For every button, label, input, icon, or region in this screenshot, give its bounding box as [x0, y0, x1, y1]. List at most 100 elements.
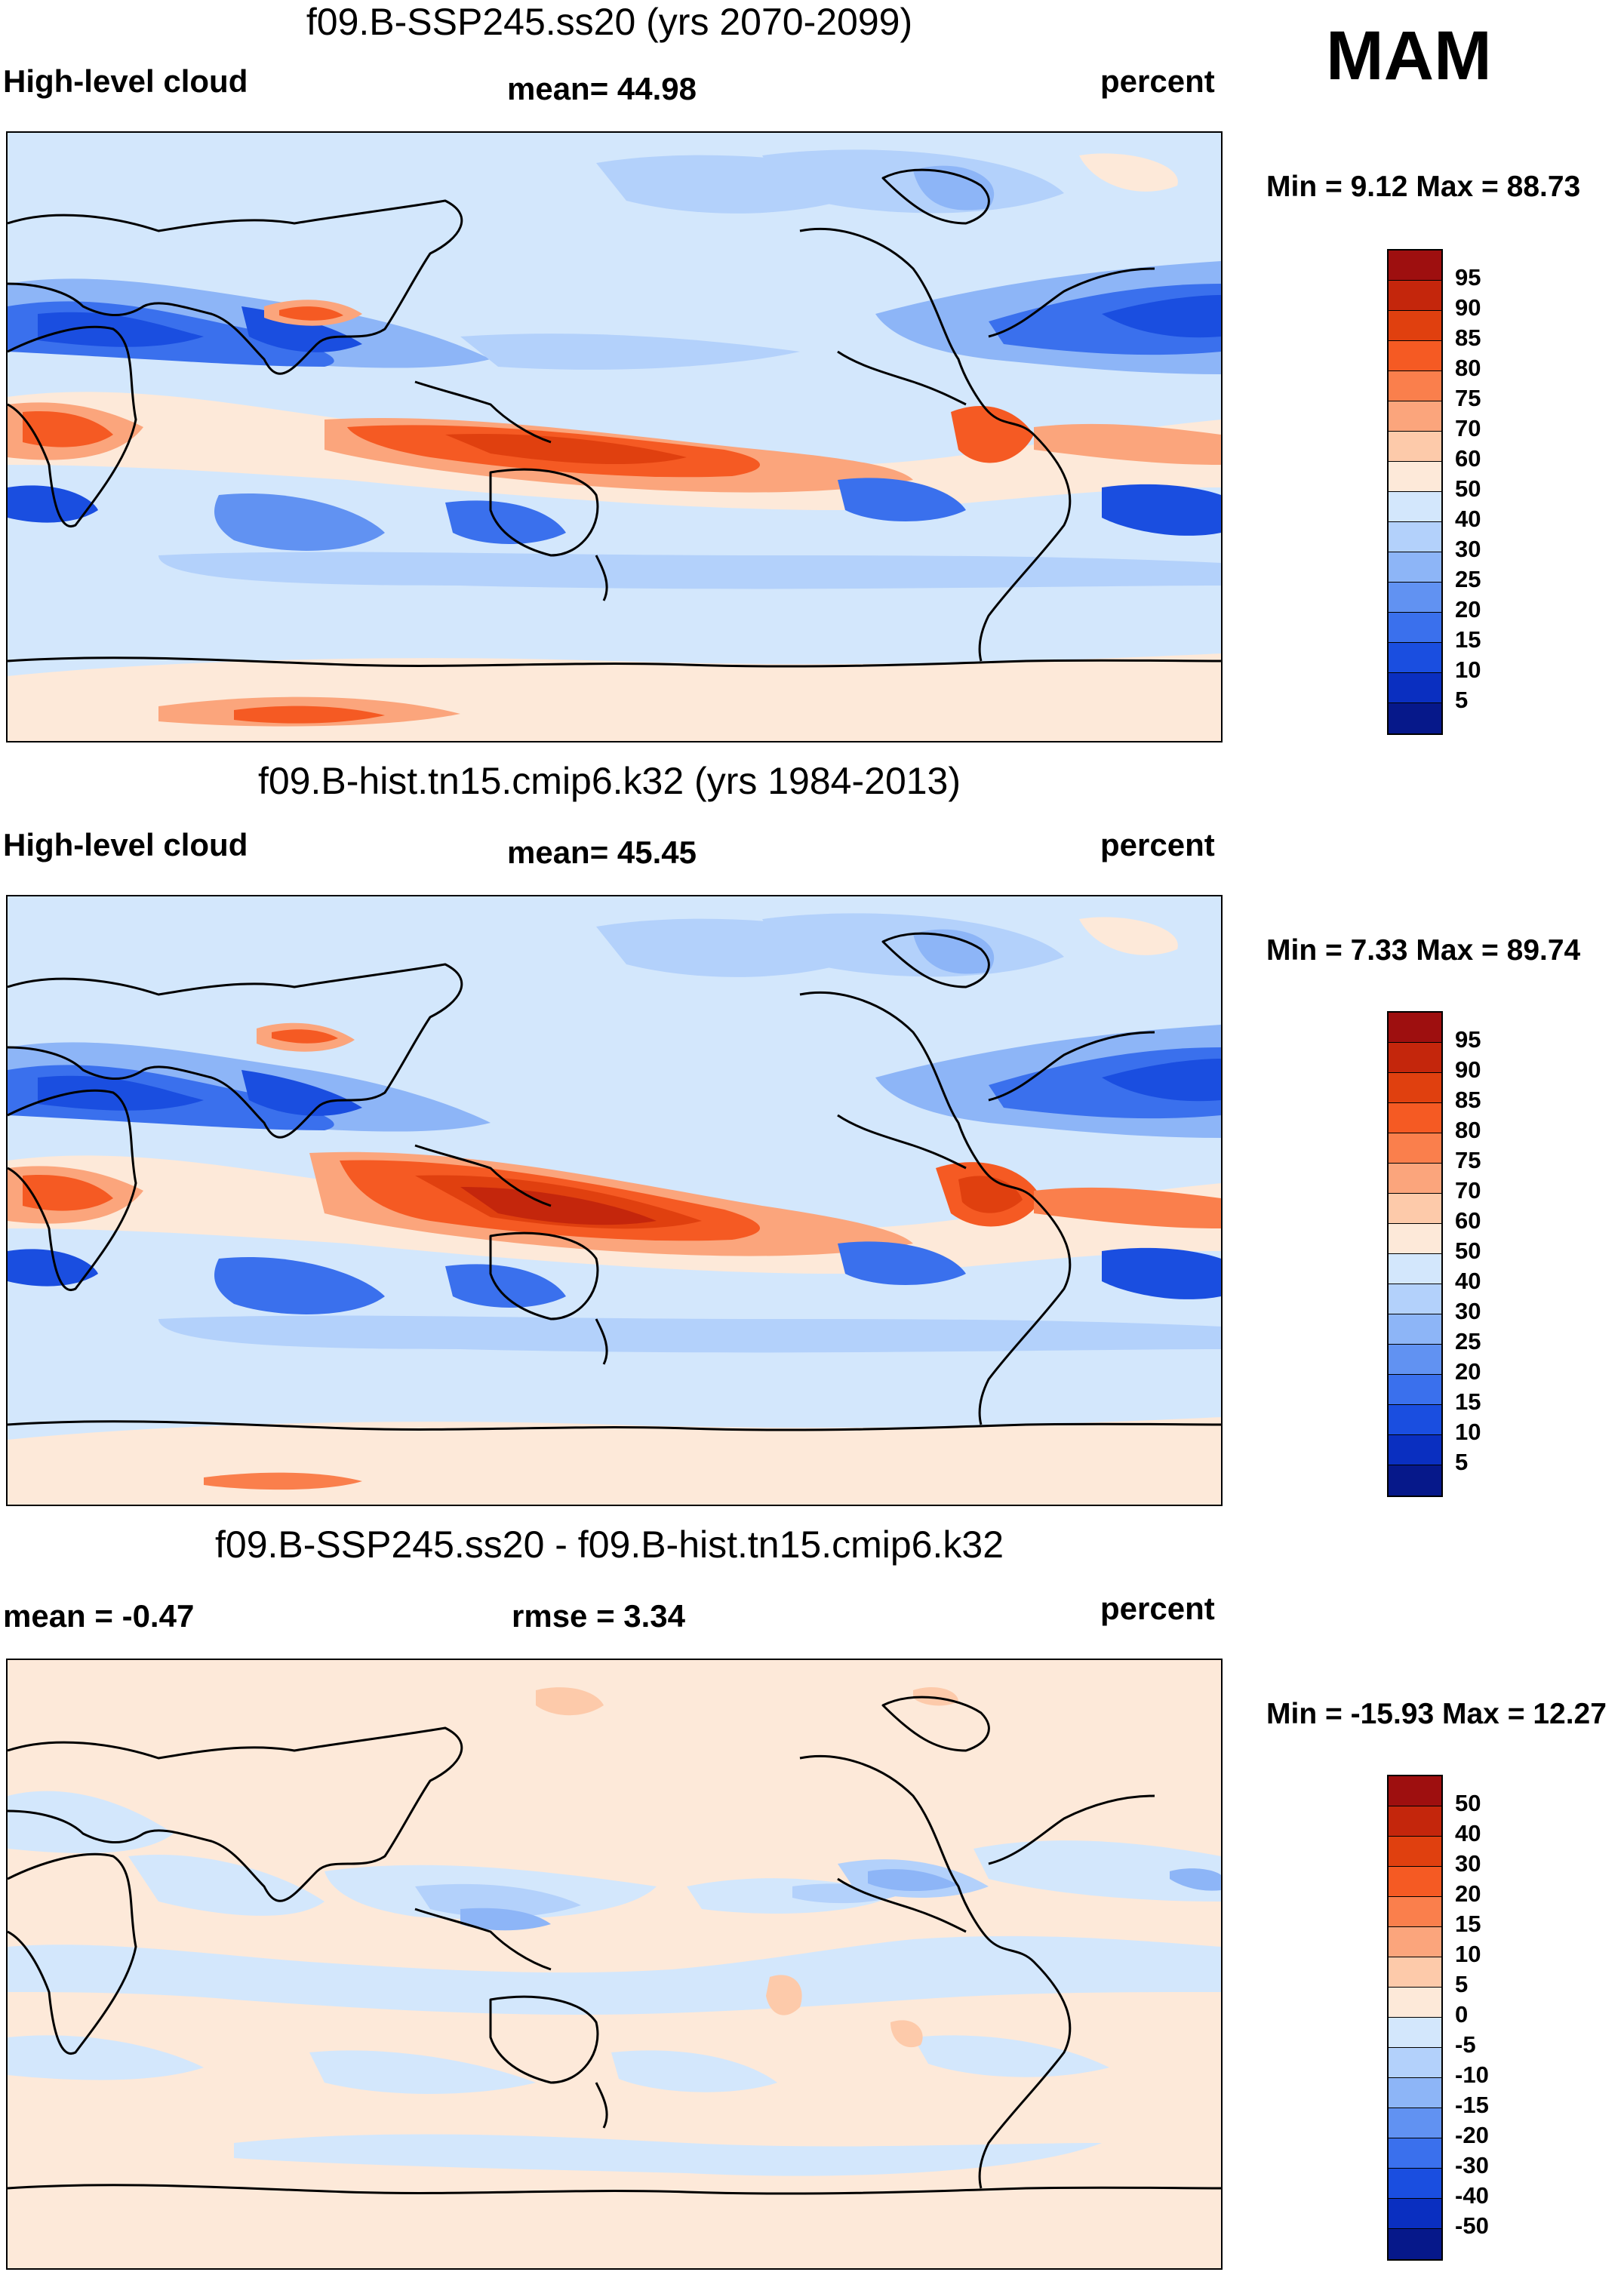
colorbar-tick-label: -50 — [1455, 2212, 1489, 2239]
colorbar-tick-label: 10 — [1455, 1941, 1481, 1967]
panel3-colorbar — [1387, 1775, 1443, 2261]
panel3-colorbar-swatch — [1389, 2169, 1441, 2199]
panel1-colorbar-swatch — [1389, 613, 1441, 643]
panel1-title: f09.B-SSP245.ss20 (yrs 2070-2099) — [306, 1, 913, 43]
colorbar-tick-label: 70 — [1455, 415, 1481, 441]
colorbar-tick-label: 60 — [1455, 445, 1481, 472]
panel3-colorbar-swatch — [1389, 2078, 1441, 2108]
colorbar-tick-label: -15 — [1455, 2092, 1489, 2118]
panel2-title: f09.B-hist.tn15.cmip6.k32 (yrs 1984-2013… — [257, 760, 961, 802]
colorbar-tick-label: 95 — [1455, 1026, 1481, 1053]
colorbar-tick-label: 15 — [1455, 1911, 1481, 1937]
season-label: MAM — [1326, 17, 1492, 94]
panel1-minmax: Min = 9.12 Max = 88.73 — [1266, 171, 1581, 203]
colorbar-tick-label: 20 — [1455, 1358, 1481, 1385]
colorbar-tick-label: 50 — [1455, 1237, 1481, 1264]
colorbar-tick-label: 60 — [1455, 1207, 1481, 1234]
panel3-title: f09.B-SSP245.ss20 - f09.B-hist.tn15.cmip… — [215, 1523, 1004, 1566]
colorbar-tick-label: 95 — [1455, 264, 1481, 291]
panel1-colorbar-swatch — [1389, 673, 1441, 703]
colorbar-tick-label: 75 — [1455, 1147, 1481, 1173]
panel2-colorbar — [1387, 1011, 1443, 1497]
colorbar-tick-label: 30 — [1455, 536, 1481, 562]
panel1-colorbar-swatch — [1389, 583, 1441, 613]
panel2-colorbar-swatch — [1389, 1345, 1441, 1375]
panel3-units-label: percent — [1100, 1591, 1215, 1626]
panel2-colorbar-swatch — [1389, 1435, 1441, 1465]
colorbar-tick-label: 5 — [1455, 687, 1469, 713]
colorbar-tick-label: 10 — [1455, 656, 1481, 683]
panel1-units-label: percent — [1100, 63, 1215, 99]
panel2-colorbar-swatch — [1389, 1405, 1441, 1435]
colorbar-tick-label: 85 — [1455, 1087, 1481, 1113]
panel2-minmax: Min = 7.33 Max = 89.74 — [1266, 934, 1581, 967]
colorbar-tick-label: 75 — [1455, 385, 1481, 411]
panel1-colorbar-swatch — [1389, 371, 1441, 401]
colorbar-tick-label: 40 — [1455, 506, 1481, 532]
colorbar-tick-label: 30 — [1455, 1298, 1481, 1324]
panel3-map-svg — [8, 1660, 1221, 2268]
panel3-colorbar-swatch — [1389, 1927, 1441, 1957]
panel3-colorbar-swatch — [1389, 2199, 1441, 2229]
panel2-colorbar-swatch — [1389, 1073, 1441, 1103]
panel3-minmax: Min = -15.93 Max = 12.27 — [1266, 1698, 1607, 1730]
panel1-colorbar-swatch — [1389, 251, 1441, 281]
colorbar-tick-label: 30 — [1455, 1850, 1481, 1877]
colorbar-tick-label: 15 — [1455, 626, 1481, 653]
colorbar-tick-label: 40 — [1455, 1820, 1481, 1846]
colorbar-tick-label: 0 — [1455, 2001, 1469, 2028]
panel1-colorbar-swatch — [1389, 703, 1441, 733]
colorbar-tick-label: 10 — [1455, 1419, 1481, 1445]
colorbar-tick-label: -40 — [1455, 2182, 1489, 2209]
panel2-colorbar-swatch — [1389, 1194, 1441, 1224]
colorbar-tick-label: -5 — [1455, 2031, 1476, 2058]
panel3-colorbar-swatch — [1389, 2138, 1441, 2169]
panel3-colorbar-swatch — [1389, 1837, 1441, 1867]
panel1-colorbar-swatch — [1389, 522, 1441, 552]
panel1-colorbar-swatch — [1389, 401, 1441, 432]
colorbar-tick-label: 5 — [1455, 1449, 1469, 1475]
colorbar-tick-label: 25 — [1455, 566, 1481, 592]
colorbar-tick-label: 15 — [1455, 1388, 1481, 1415]
panel3-colorbar-swatch — [1389, 1776, 1441, 1806]
colorbar-tick-label: -30 — [1455, 2152, 1489, 2178]
colorbar-tick-label: 70 — [1455, 1177, 1481, 1204]
panel1-colorbar-swatch — [1389, 432, 1441, 462]
panel2-colorbar-swatch — [1389, 1465, 1441, 1496]
panel3-colorbar-swatch — [1389, 2229, 1441, 2259]
colorbar-tick-label: 80 — [1455, 355, 1481, 381]
panel2-colorbar-swatch — [1389, 1254, 1441, 1284]
colorbar-tick-label: 50 — [1455, 1790, 1481, 1816]
colorbar-tick-label: 20 — [1455, 1880, 1481, 1907]
panel1-variable-label: High-level cloud — [3, 63, 248, 99]
panel3-colorbar-swatch — [1389, 1867, 1441, 1897]
panel3-colorbar-swatch — [1389, 2048, 1441, 2078]
panel2-colorbar-swatch — [1389, 1103, 1441, 1133]
colorbar-tick-label: 50 — [1455, 475, 1481, 502]
colorbar-tick-label: -10 — [1455, 2061, 1489, 2088]
colorbar-tick-label: 90 — [1455, 1056, 1481, 1083]
panel1-map — [6, 131, 1223, 742]
panel2-colorbar-swatch — [1389, 1284, 1441, 1314]
panel3-colorbar-swatch — [1389, 1897, 1441, 1927]
panel2-variable-label: High-level cloud — [3, 827, 248, 862]
panel1-colorbar-swatch — [1389, 552, 1441, 583]
panel2-mean-label: mean= 45.45 — [507, 835, 697, 870]
panel3-colorbar-swatch — [1389, 1806, 1441, 1837]
colorbar-tick-label: 20 — [1455, 596, 1481, 623]
panel2-map — [6, 895, 1223, 1506]
panel1-colorbar-swatch — [1389, 281, 1441, 311]
panel2-colorbar-swatch — [1389, 1375, 1441, 1405]
colorbar-tick-label: 40 — [1455, 1268, 1481, 1294]
colorbar-tick-label: 90 — [1455, 294, 1481, 321]
colorbar-tick-label: 5 — [1455, 1971, 1469, 1997]
panel2-colorbar-swatch — [1389, 1314, 1441, 1345]
panel2-colorbar-swatch — [1389, 1164, 1441, 1194]
panel1-colorbar-swatch — [1389, 643, 1441, 673]
panel3-colorbar-swatch — [1389, 1957, 1441, 1988]
panel1-map-svg — [8, 133, 1221, 741]
panel2-colorbar-swatch — [1389, 1043, 1441, 1073]
colorbar-tick-label: 80 — [1455, 1117, 1481, 1143]
panel1-colorbar-swatch — [1389, 341, 1441, 371]
panel1-colorbar — [1387, 249, 1443, 735]
